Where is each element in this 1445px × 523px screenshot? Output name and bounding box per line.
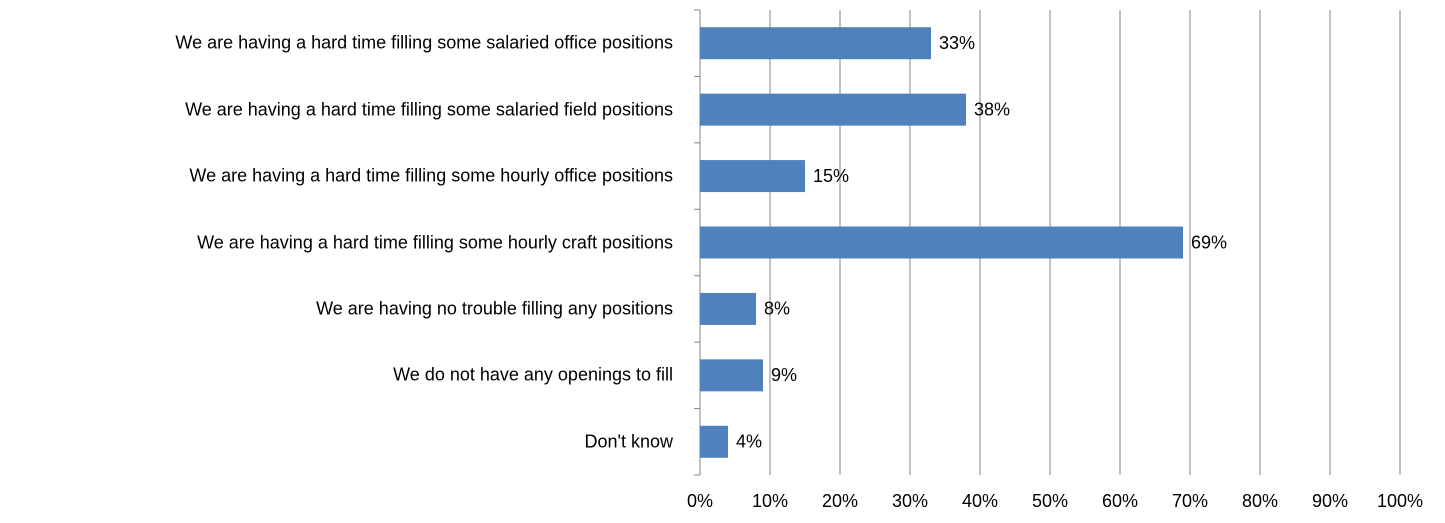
data-label: 38% — [974, 99, 1010, 119]
x-tick-label: 20% — [822, 491, 858, 511]
bar — [700, 226, 1183, 259]
data-label: 4% — [736, 432, 762, 452]
bar — [700, 425, 728, 458]
data-label: 8% — [764, 299, 790, 319]
x-tick-label: 100% — [1377, 491, 1423, 511]
x-tick-label: 80% — [1242, 491, 1278, 511]
y-tick-label: We do not have any openings to fill — [393, 364, 673, 385]
y-tick-label: We are having a hard time filling some h… — [189, 165, 673, 186]
bar — [700, 27, 931, 60]
x-tick-label: 10% — [752, 491, 788, 511]
x-tick-label: 40% — [962, 491, 998, 511]
bar — [700, 359, 763, 392]
data-label: 69% — [1191, 232, 1227, 252]
data-label: 15% — [813, 166, 849, 186]
bar — [700, 160, 805, 193]
bar — [700, 292, 756, 325]
y-tick-label: Don't know — [584, 431, 673, 452]
data-label: 9% — [771, 365, 797, 385]
bar — [700, 93, 966, 126]
y-tick-label: We are having a hard time filling some s… — [175, 32, 673, 53]
x-tick-label: 90% — [1312, 491, 1348, 511]
y-tick-label: We are having a hard time filling some h… — [197, 232, 673, 252]
x-tick-label: 70% — [1172, 491, 1208, 511]
x-tick-label: 60% — [1102, 491, 1138, 511]
x-tick-label: 50% — [1032, 491, 1068, 511]
x-tick-label: 0% — [687, 491, 713, 511]
y-tick-label: We are having no trouble filling any pos… — [316, 298, 673, 319]
data-label: 33% — [939, 33, 975, 53]
y-tick-label: We are having a hard time filling some s… — [185, 99, 673, 120]
x-tick-label: 30% — [892, 491, 928, 511]
